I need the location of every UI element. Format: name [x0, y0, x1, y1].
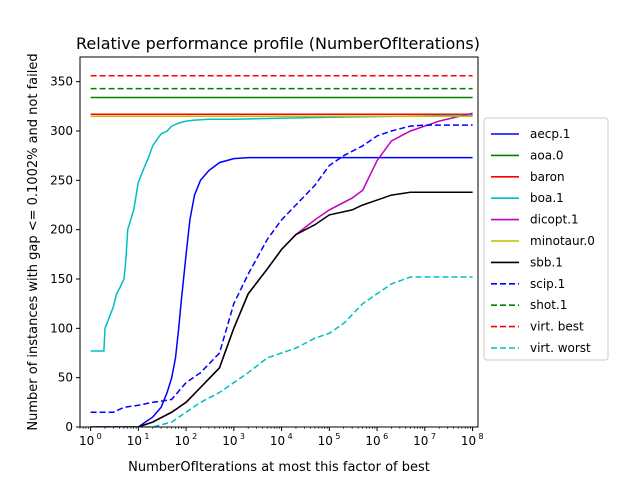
chart-title: Relative performance profile (NumberOfIt… [76, 34, 480, 53]
x-tick-exponent: 8 [479, 432, 484, 441]
x-tick-label: 10 [222, 434, 237, 448]
series-line-6 [90, 191, 473, 427]
y-tick-label: 150 [50, 272, 73, 286]
x-tick-label: 10 [79, 434, 94, 448]
y-tick-label: 100 [50, 321, 73, 335]
x-tick-exponent: 5 [335, 432, 340, 441]
x-tick-exponent: 6 [383, 432, 388, 441]
x-tick-exponent: 7 [431, 432, 436, 441]
y-axis: 0 50 100 150 200 250 300 350 [50, 75, 80, 434]
legend-label: sbb.1 [530, 255, 563, 269]
x-tick-label: 10 [413, 434, 428, 448]
x-tick-label: 10 [174, 434, 189, 448]
legend-label: minotaur.0 [530, 234, 595, 248]
legend-label: aoa.0 [530, 148, 564, 162]
x-tick-label: 10 [270, 434, 285, 448]
x-tick-label: 10 [461, 434, 476, 448]
legend-label: boa.1 [530, 191, 564, 205]
legend-label: virt. worst [530, 341, 591, 355]
legend-frame [483, 117, 609, 361]
x-axis: 10 0 10 1 10 2 10 3 10 4 10 5 10 6 10 7 10 8 [79, 427, 484, 448]
legend: aecp.1 aoa.0 baron boa.1 dicopt.1 minotaur.0 s… [483, 117, 609, 361]
x-tick-exponent: 3 [240, 432, 245, 441]
y-tick-label: 0 [65, 420, 73, 434]
series-line-0 [90, 156, 473, 427]
x-tick-label: 10 [365, 434, 380, 448]
x-tick-exponent: 4 [288, 432, 293, 441]
legend-label: scip.1 [530, 277, 565, 291]
legend-label: aecp.1 [530, 127, 570, 141]
series-line-10 [90, 276, 473, 427]
y-tick-label: 50 [58, 371, 73, 385]
y-tick-label: 200 [50, 223, 73, 237]
series-line-7 [90, 124, 473, 413]
x-tick-label: 10 [318, 434, 333, 448]
legend-label: shot.1 [530, 298, 567, 312]
y-axis-label: Number of instances with gap <= 0.1002% … [26, 53, 41, 430]
series-layer [90, 74, 473, 427]
y-tick-label: 350 [50, 75, 73, 89]
series-line-3 [90, 114, 473, 352]
legend-label: baron [530, 170, 565, 184]
x-tick-exponent: 0 [97, 432, 102, 441]
legend-label: dicopt.1 [530, 213, 579, 227]
legend-label: virt. best [530, 320, 584, 334]
x-tick-label: 10 [127, 434, 142, 448]
y-tick-label: 300 [50, 124, 73, 138]
plot-area [79, 56, 479, 428]
plot-frame [79, 56, 479, 428]
y-tick-label: 250 [50, 173, 73, 187]
x-axis-label: NumberOfIterations at most this factor o… [128, 460, 430, 475]
x-tick-exponent: 1 [144, 432, 149, 441]
x-tick-exponent: 2 [192, 432, 197, 441]
